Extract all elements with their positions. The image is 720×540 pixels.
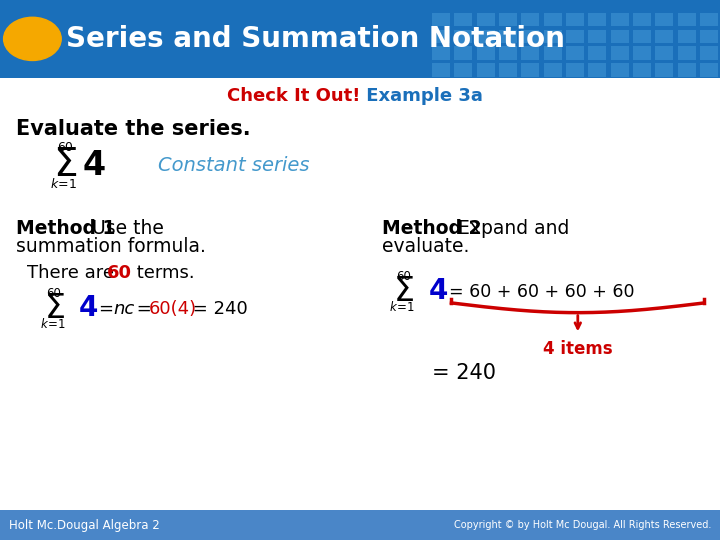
Text: Use the: Use the xyxy=(86,219,164,238)
Bar xyxy=(454,46,472,60)
Text: $k\!=\!1$: $k\!=\!1$ xyxy=(50,177,77,191)
Bar xyxy=(521,63,539,77)
Bar xyxy=(588,13,606,26)
Bar xyxy=(0,0,720,78)
Text: 60: 60 xyxy=(107,264,132,282)
Bar xyxy=(499,30,517,43)
Bar xyxy=(566,46,584,60)
Text: Example 3a: Example 3a xyxy=(360,86,483,105)
Bar xyxy=(678,46,696,60)
Text: $\Sigma$: $\Sigma$ xyxy=(44,293,64,325)
Bar xyxy=(700,46,718,60)
Bar xyxy=(566,13,584,26)
Bar xyxy=(700,63,718,77)
Text: Copyright © by Holt Mc Dougal. All Rights Reserved.: Copyright © by Holt Mc Dougal. All Right… xyxy=(454,521,711,530)
Bar xyxy=(432,30,450,43)
Bar xyxy=(588,30,606,43)
Bar xyxy=(678,63,696,77)
Text: $\mathbf{4}$: $\mathbf{4}$ xyxy=(78,295,98,322)
Bar xyxy=(499,46,517,60)
Bar xyxy=(544,13,562,26)
Bar xyxy=(499,63,517,77)
Text: 60: 60 xyxy=(57,141,73,154)
Bar xyxy=(588,63,606,77)
Text: $k\!=\!1$: $k\!=\!1$ xyxy=(389,300,415,314)
Text: Holt Mc.Dougal Algebra 2: Holt Mc.Dougal Algebra 2 xyxy=(9,519,159,532)
Bar xyxy=(432,63,450,77)
Bar xyxy=(655,30,673,43)
Bar xyxy=(477,30,495,43)
Text: $\Sigma$: $\Sigma$ xyxy=(53,147,77,184)
Text: summation formula.: summation formula. xyxy=(16,237,206,256)
Bar xyxy=(678,13,696,26)
Text: terms.: terms. xyxy=(131,264,194,282)
Circle shape xyxy=(4,17,61,60)
Bar xyxy=(454,63,472,77)
Bar xyxy=(611,46,629,60)
Text: 60: 60 xyxy=(47,287,61,300)
Text: = 60 + 60 + 60 + 60: = 60 + 60 + 60 + 60 xyxy=(449,282,635,301)
Bar xyxy=(477,46,495,60)
Bar xyxy=(566,30,584,43)
Bar xyxy=(544,63,562,77)
Bar xyxy=(633,30,651,43)
Bar xyxy=(633,63,651,77)
Text: Evaluate the series.: Evaluate the series. xyxy=(16,118,251,139)
Text: = 240: = 240 xyxy=(187,300,248,318)
Text: Series and Summation Notation: Series and Summation Notation xyxy=(66,25,565,53)
Bar xyxy=(611,30,629,43)
Text: =: = xyxy=(131,300,158,318)
Bar xyxy=(432,46,450,60)
Bar xyxy=(678,30,696,43)
Bar xyxy=(544,46,562,60)
Text: $k\!=\!1$: $k\!=\!1$ xyxy=(40,317,66,331)
Text: evaluate.: evaluate. xyxy=(382,237,469,256)
Bar xyxy=(521,13,539,26)
Bar xyxy=(544,30,562,43)
Bar xyxy=(611,13,629,26)
Bar xyxy=(499,13,517,26)
Bar xyxy=(454,13,472,26)
Text: $\mathbf{4}$: $\mathbf{4}$ xyxy=(428,278,448,305)
Bar xyxy=(655,63,673,77)
Bar xyxy=(611,63,629,77)
Text: 60(4): 60(4) xyxy=(148,300,197,318)
Bar xyxy=(454,30,472,43)
Bar xyxy=(633,13,651,26)
Bar xyxy=(700,30,718,43)
Bar xyxy=(432,13,450,26)
Text: $\mathbf{4}$: $\mathbf{4}$ xyxy=(82,150,105,182)
Text: There are: There are xyxy=(27,264,120,282)
Text: Check It Out!: Check It Out! xyxy=(227,86,360,105)
Bar xyxy=(477,63,495,77)
Text: 60: 60 xyxy=(396,270,410,283)
Bar xyxy=(655,46,673,60)
Bar xyxy=(655,13,673,26)
Bar xyxy=(588,46,606,60)
Text: =: = xyxy=(99,300,120,318)
Text: Expand and: Expand and xyxy=(452,219,570,238)
Bar xyxy=(477,13,495,26)
Bar xyxy=(566,63,584,77)
Bar xyxy=(521,30,539,43)
Text: = 240: = 240 xyxy=(432,362,496,383)
Bar xyxy=(521,46,539,60)
Text: 4 items: 4 items xyxy=(543,340,613,357)
Bar xyxy=(0,510,720,540)
Text: $\Sigma$: $\Sigma$ xyxy=(393,275,413,308)
Text: Method 1: Method 1 xyxy=(16,219,115,238)
Bar xyxy=(700,13,718,26)
Text: Method 2: Method 2 xyxy=(382,219,481,238)
Text: Constant series: Constant series xyxy=(158,156,310,176)
Text: nc: nc xyxy=(114,300,135,318)
Bar xyxy=(633,46,651,60)
